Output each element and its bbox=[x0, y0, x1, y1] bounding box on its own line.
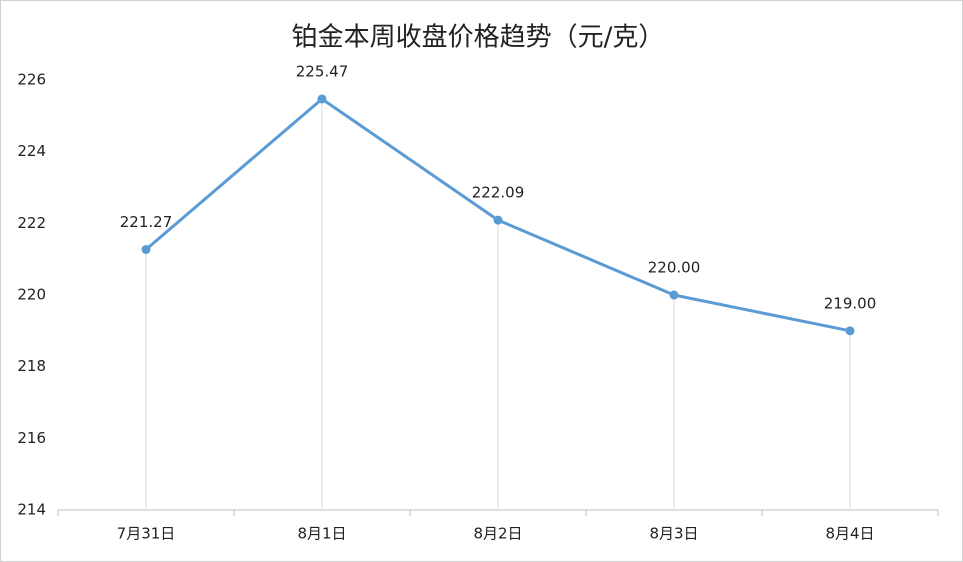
y-tick-label: 216 bbox=[17, 429, 46, 447]
x-tick-label: 7月31日 bbox=[117, 525, 176, 543]
chart-title: 铂金本周收盘价格趋势（元/克） bbox=[292, 23, 665, 53]
data-label: 220.00 bbox=[648, 259, 701, 277]
y-tick-label: 224 bbox=[17, 142, 46, 160]
x-tick-label: 8月1日 bbox=[297, 525, 346, 543]
data-point bbox=[317, 94, 327, 104]
y-tick-label: 226 bbox=[17, 71, 46, 89]
data-point bbox=[845, 326, 855, 336]
data-point bbox=[669, 290, 679, 300]
data-label: 225.47 bbox=[296, 62, 349, 80]
y-tick-label: 220 bbox=[17, 286, 46, 304]
y-tick-label: 218 bbox=[17, 357, 46, 375]
y-tick-label: 222 bbox=[17, 214, 46, 232]
x-tick-label: 8月3日 bbox=[649, 525, 698, 543]
x-tick-label: 8月4日 bbox=[825, 525, 874, 543]
data-point bbox=[493, 215, 503, 225]
data-label: 221.27 bbox=[120, 213, 173, 231]
x-tick-label: 8月2日 bbox=[473, 525, 522, 543]
data-label: 219.00 bbox=[824, 294, 877, 312]
y-tick-label: 214 bbox=[17, 501, 46, 519]
data-label: 222.09 bbox=[472, 184, 525, 202]
data-point bbox=[141, 244, 151, 254]
